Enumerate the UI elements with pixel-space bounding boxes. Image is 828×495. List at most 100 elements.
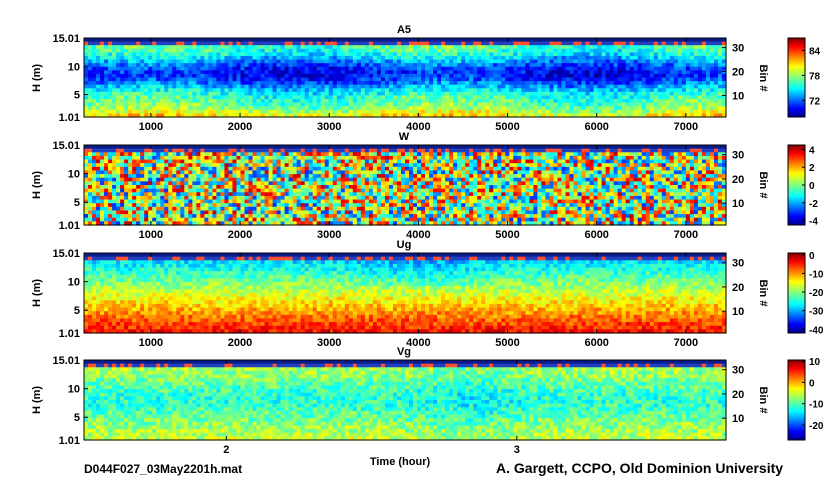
heatmap-cell <box>360 41 366 46</box>
heatmap-cell <box>200 81 205 86</box>
heatmap-cell <box>465 41 470 46</box>
heatmap-cell <box>364 45 370 50</box>
heatmap-cell <box>336 70 342 75</box>
heatmap-cell <box>509 81 514 86</box>
heatmap-cell <box>653 66 659 71</box>
heatmap-cell <box>144 148 149 153</box>
heatmap-cell <box>216 66 222 71</box>
heatmap-cell <box>717 77 723 82</box>
heatmap-cell <box>136 192 141 197</box>
heatmap-cell <box>537 41 543 46</box>
heatmap-cell <box>457 81 462 86</box>
heatmap-cell <box>356 102 362 107</box>
heatmap-cell <box>184 88 189 93</box>
heatmap-cell <box>116 55 121 61</box>
heatmap-cell <box>461 81 466 86</box>
heatmap-cell <box>116 38 121 43</box>
heatmap-cell <box>352 113 358 118</box>
heatmap-cell <box>84 210 89 215</box>
heatmap-cell <box>180 206 185 212</box>
heatmap-cell <box>681 84 687 89</box>
heatmap-cell <box>417 84 422 89</box>
heatmap-cell <box>485 38 490 43</box>
heatmap-cell <box>100 48 105 53</box>
heatmap-cell <box>116 73 121 79</box>
heatmap-cell <box>461 41 466 46</box>
heatmap-cell <box>521 91 526 97</box>
heatmap-cell <box>228 63 234 68</box>
heatmap-cell <box>501 52 506 57</box>
heatmap-cell <box>128 77 133 82</box>
heatmap-cell <box>284 106 290 111</box>
heatmap-cell <box>316 45 322 50</box>
heatmap-cell <box>328 174 334 179</box>
heatmap-cell <box>200 159 205 164</box>
heatmap-cell <box>709 38 715 43</box>
heatmap-cell <box>316 95 322 100</box>
heatmap-cell <box>180 45 185 50</box>
heatmap-cell <box>425 84 430 89</box>
heatmap-cell <box>116 203 121 208</box>
heatmap-cell <box>120 221 125 226</box>
heatmap-cell <box>372 77 378 82</box>
heatmap-cell <box>553 102 559 107</box>
heatmap-cell <box>320 77 326 82</box>
heatmap-cell <box>409 106 414 111</box>
heatmap-cell <box>433 95 438 100</box>
heatmap-cell <box>340 159 346 164</box>
heatmap-cell <box>92 163 97 168</box>
heatmap-cell <box>681 81 687 86</box>
heatmap-cell <box>581 59 587 64</box>
heatmap-cell <box>124 88 129 93</box>
heatmap-cell <box>505 41 510 46</box>
heatmap-cell <box>497 45 502 50</box>
heatmap-cell <box>509 91 514 97</box>
heatmap-cell <box>589 66 595 71</box>
heatmap-cell <box>152 41 157 46</box>
heatmap-cell <box>645 41 651 46</box>
heatmap-cell <box>461 113 466 118</box>
heatmap-cell <box>296 192 302 197</box>
heatmap-cell <box>388 113 394 118</box>
heatmap-cell <box>184 81 189 86</box>
heatmap-cell <box>120 41 125 46</box>
heatmap-cell <box>272 52 278 57</box>
heatmap-cell <box>184 91 189 97</box>
heatmap-cell <box>108 73 113 79</box>
heatmap-cell <box>292 174 298 179</box>
heatmap-cell <box>268 84 274 89</box>
heatmap-cell <box>485 81 490 86</box>
heatmap-cell <box>212 217 218 222</box>
heatmap-cell <box>168 45 173 50</box>
heatmap-cell <box>196 81 201 86</box>
heatmap-cell <box>120 210 125 215</box>
heatmap-cell <box>248 84 254 89</box>
heatmap-cell <box>328 63 334 68</box>
heatmap-cell <box>549 88 555 93</box>
heatmap-cell <box>132 181 137 186</box>
heatmap-cell <box>108 70 113 75</box>
heatmap-cell <box>328 221 334 226</box>
heatmap-cell <box>597 63 603 68</box>
heatmap-cell <box>120 174 125 179</box>
heatmap-cell <box>449 55 454 61</box>
heatmap-cell <box>533 41 539 46</box>
heatmap-cell <box>264 221 270 226</box>
heatmap-cell <box>204 203 209 208</box>
heatmap-cell <box>697 55 703 61</box>
heatmap-cell <box>188 41 193 46</box>
heatmap-cell <box>697 102 703 107</box>
heatmap-cell <box>577 48 583 53</box>
heatmap-cell <box>204 109 209 115</box>
heatmap-cell <box>589 59 595 64</box>
heatmap-cell <box>212 45 218 50</box>
heatmap-cell <box>272 66 278 71</box>
heatmap-cell <box>493 88 498 93</box>
heatmap-cell <box>332 66 338 71</box>
heatmap-cell <box>268 91 274 97</box>
heatmap-cell <box>268 199 274 204</box>
heatmap-cell <box>292 73 298 79</box>
heatmap-cell <box>204 91 209 97</box>
heatmap-cell <box>541 63 547 68</box>
heatmap-cell <box>268 217 274 222</box>
